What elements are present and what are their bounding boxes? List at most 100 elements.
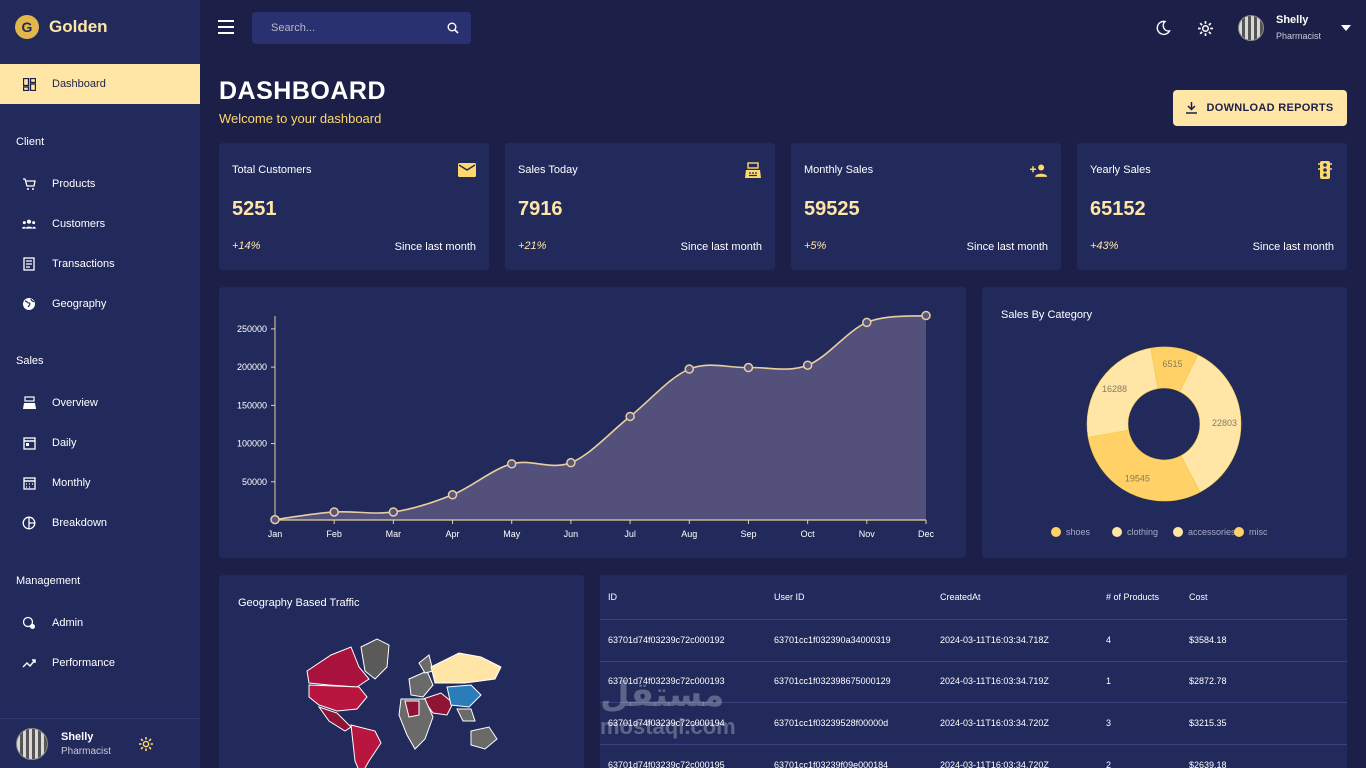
table-header[interactable]: ID xyxy=(608,592,617,602)
x-tick-label: Nov xyxy=(859,529,876,539)
slice-label: 16288 xyxy=(1102,384,1127,394)
user-info: Shelly Pharmacist xyxy=(1276,14,1321,41)
stat-title: Total Customers xyxy=(232,164,312,176)
stat-change: +5% xyxy=(804,240,827,252)
table-header[interactable]: User ID xyxy=(774,592,805,602)
y-tick-label: 150000 xyxy=(237,400,267,410)
user-name: Shelly xyxy=(61,730,94,743)
table-cell: 2024-03-11T16:03:34.719Z xyxy=(940,676,1049,686)
sales-line-chart-card: 50000 100000 150000 200000 250000 Jan Feb Mar Ap… xyxy=(219,287,966,558)
user-info: Shelly Pharmacist xyxy=(61,731,111,757)
calendar-today-icon xyxy=(22,436,36,450)
y-tick-label: 250000 xyxy=(237,324,267,334)
sidebar-item-products[interactable]: Products xyxy=(22,174,95,194)
stat-value: 7916 xyxy=(518,198,563,220)
x-tick-label: Apr xyxy=(446,529,460,539)
pie-chart-icon xyxy=(22,516,36,530)
legend-label: clothing xyxy=(1127,527,1159,537)
menu-icon[interactable] xyxy=(218,20,234,34)
x-tick-label: Feb xyxy=(326,529,342,539)
sidebar-user: Shelly Pharmacist xyxy=(0,718,200,768)
stat-change: +43% xyxy=(1090,240,1119,252)
avatar[interactable] xyxy=(1238,14,1264,41)
world-map[interactable] xyxy=(219,575,584,768)
stat-since: Since last month xyxy=(680,241,762,253)
table-cell: 63701cc1f03239528f00000d xyxy=(774,718,889,728)
x-tick-label: May xyxy=(503,529,521,539)
sidebar-item-label: Admin xyxy=(52,617,84,629)
y-tick-label: 200000 xyxy=(237,362,267,372)
trending-up-icon xyxy=(22,656,36,670)
point-of-sale-icon xyxy=(22,396,36,410)
stat-value: 5251 xyxy=(232,198,277,220)
sidebar-item-overview[interactable]: Overview xyxy=(22,393,98,413)
data-point xyxy=(921,310,931,321)
legend-swatch xyxy=(1173,527,1183,537)
transactions-table: ID User ID CreatedAt # of Products Cost … xyxy=(600,575,1347,768)
slice-label: 22803 xyxy=(1212,418,1237,428)
sales-by-category-chart: 6515 22803 19545 16288 xyxy=(1086,346,1242,502)
sidebar-item-breakdown[interactable]: Breakdown xyxy=(22,513,107,533)
sidebar-item-admin[interactable]: Admin xyxy=(22,613,83,633)
slice-label: 19545 xyxy=(1125,473,1150,483)
settings-icon[interactable] xyxy=(1195,18,1215,38)
receipt-icon xyxy=(22,257,36,271)
pie-slice xyxy=(1179,354,1242,493)
dark-mode-icon[interactable] xyxy=(1153,18,1173,38)
table-cell: 63701cc1f032390a34000319 xyxy=(774,635,891,645)
table-header[interactable]: CreatedAt xyxy=(940,592,981,602)
legend-item: misc xyxy=(1234,527,1268,537)
x-tick-label: Aug xyxy=(681,529,697,539)
table-cell: 2024-03-11T16:03:34.718Z xyxy=(940,635,1049,645)
table-header[interactable]: # of Products xyxy=(1106,592,1160,602)
table-cell: 2 xyxy=(1106,760,1112,768)
data-point xyxy=(625,411,635,422)
sidebar-item-label: Breakdown xyxy=(52,517,108,529)
sidebar-item-dashboard[interactable]: Dashboard xyxy=(0,64,200,104)
legend-label: misc xyxy=(1249,527,1268,537)
data-point xyxy=(684,364,695,374)
geography-card: Geography Based Traffic xyxy=(219,575,584,768)
stat-title: Yearly Sales xyxy=(1090,164,1151,176)
calendar-month-icon xyxy=(22,476,36,490)
sidebar-item-label: Products xyxy=(52,178,96,190)
sales-by-category-card: Sales By Category 6515 22803 19545 16288 xyxy=(982,287,1347,558)
table-cell: $3584.18 xyxy=(1189,635,1227,645)
search-input[interactable] xyxy=(271,22,431,34)
table-cell: 2024-03-11T16:03:34.720Z xyxy=(940,760,1049,768)
sidebar-item-performance[interactable]: Performance xyxy=(22,653,115,673)
page-title: DASHBOARD xyxy=(219,77,386,105)
table-cell: 4 xyxy=(1106,635,1112,645)
stat-since: Since last month xyxy=(1252,241,1334,253)
data-point xyxy=(566,457,576,468)
sidebar-item-transactions[interactable]: Transactions xyxy=(22,254,115,274)
y-tick-label: 100000 xyxy=(237,439,267,449)
legend-swatch xyxy=(1112,527,1122,537)
header-divider xyxy=(600,619,1347,620)
search-icon[interactable] xyxy=(447,22,459,34)
sidebar-item-daily[interactable]: Daily xyxy=(22,433,76,453)
legend-label: accessories xyxy=(1188,527,1236,537)
email-icon xyxy=(458,161,476,179)
sidebar-item-customers[interactable]: Customers xyxy=(22,214,105,234)
sidebar-item-geography[interactable]: Geography xyxy=(22,294,106,314)
page-subtitle: Welcome to your dashboard xyxy=(219,111,382,126)
sidebar-item-monthly[interactable]: Monthly xyxy=(22,473,91,493)
avatar[interactable] xyxy=(16,727,48,760)
sidebar-item-label: Customers xyxy=(52,218,106,230)
gear-icon[interactable] xyxy=(138,736,154,752)
x-tick-label: Oct xyxy=(801,529,816,539)
brand[interactable]: G Golden xyxy=(15,15,108,39)
sidebar-item-label: Daily xyxy=(52,437,77,449)
nav-section-title: Management xyxy=(16,575,81,587)
stat-title: Monthly Sales xyxy=(804,164,874,176)
sales-line-chart: 50000 100000 150000 200000 250000 Jan Feb Mar Ap… xyxy=(237,310,934,539)
geography-title: Geography Based Traffic xyxy=(238,597,360,609)
stat-value: 59525 xyxy=(804,198,860,220)
caret-down-icon[interactable] xyxy=(1341,24,1352,31)
topbar-user[interactable]: Shelly Pharmacist xyxy=(1238,14,1352,41)
download-icon xyxy=(1186,102,1198,114)
table-header[interactable]: Cost xyxy=(1189,592,1208,602)
person-add-icon xyxy=(1030,161,1048,179)
download-reports-button[interactable]: DOWNLOAD REPORTS xyxy=(1173,90,1347,126)
